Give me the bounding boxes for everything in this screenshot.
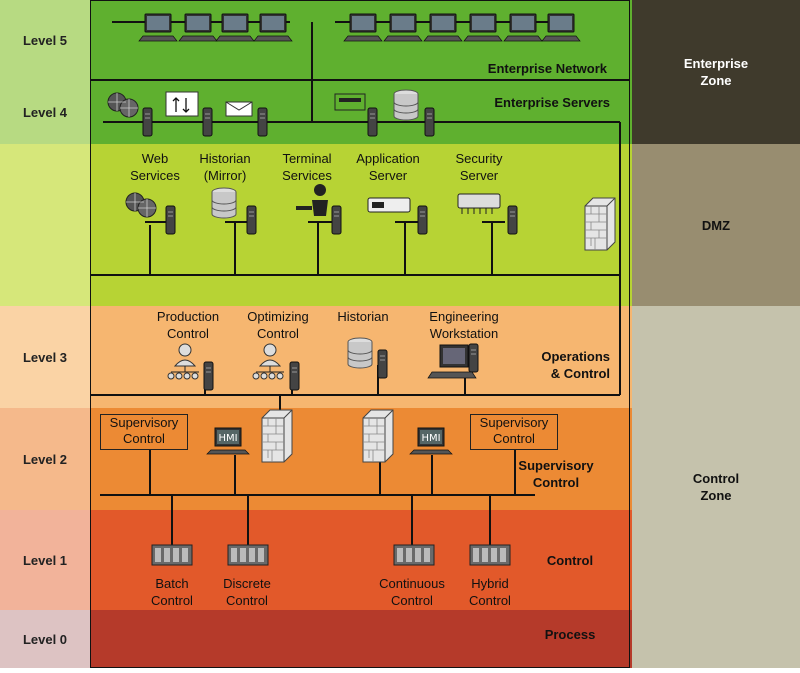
dmz-icons <box>125 184 616 251</box>
dmz-level-strip <box>0 144 90 306</box>
control-continuous-label: Continuous Control <box>379 576 445 608</box>
level-4-label: Level 4 <box>0 80 90 144</box>
control-batch-label: Batch Control <box>151 576 193 608</box>
control-zone: Control Zone <box>632 306 800 668</box>
ops-engineering-workstation-label: Engineering Workstation <box>429 309 499 341</box>
control-discrete-label: Discrete Control <box>223 576 271 608</box>
supervisory-band <box>90 408 632 510</box>
supervisory-control-box-right: Supervisory Control <box>470 414 558 450</box>
dmz-web-services-label: Web Services <box>130 151 180 183</box>
enterprise-server-icons <box>107 89 435 137</box>
process-title: Process <box>544 627 596 642</box>
level-1-label: Level 1 <box>0 510 90 610</box>
control-hybrid-label: Hybrid Control <box>469 576 511 608</box>
control-wiring <box>171 495 491 545</box>
process-band <box>90 610 632 668</box>
dmz-historian-mirror-label: Historian (Mirror) <box>199 151 251 183</box>
level-5-label: Level 5 <box>0 0 90 80</box>
control-title: Control <box>546 553 594 568</box>
level-3-label: Level 3 <box>0 306 90 408</box>
dmz-application-server-label: Application Server <box>356 151 420 183</box>
level-0-label: Level 0 <box>0 610 90 668</box>
ops-production-control-label: Production Control <box>156 309 220 341</box>
dmz-zone: DMZ <box>632 144 800 306</box>
ops-optimizing-control-label: Optimizing Control <box>247 309 309 341</box>
operations-title: Operations & Control <box>541 349 610 381</box>
operations-icons <box>167 337 479 391</box>
dmz-terminal-services-label: Terminal Services <box>282 151 332 183</box>
control-plc-icons <box>151 544 511 566</box>
supervisory-title: Supervisory Control <box>518 458 594 490</box>
supervisory-control-box-left: Supervisory Control <box>100 414 188 450</box>
dmz-security-server-label: Security Server <box>455 151 503 183</box>
dmz-wiring <box>90 221 620 276</box>
dmz-band <box>90 144 632 306</box>
enterprise-servers-title: Enterprise Servers <box>494 95 610 110</box>
ops-historian-label: Historian <box>337 309 389 324</box>
enterprise-network-title: Enterprise Network <box>487 61 607 76</box>
level-2-label: Level 2 <box>0 408 90 510</box>
enterprise-zone: Enterprise Zone <box>632 0 800 144</box>
enterprise-workstations <box>138 13 581 42</box>
supervisory-icons <box>206 409 453 463</box>
